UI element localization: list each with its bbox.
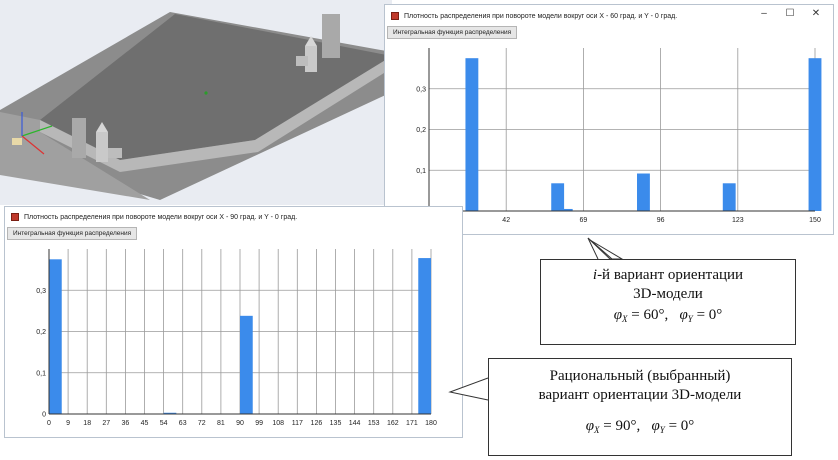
x-tick-label: 180 (425, 420, 437, 427)
tab-integral-distribution[interactable]: Интегральная функция распределения (7, 227, 138, 240)
phi-x-subscript: X (594, 425, 600, 435)
x-tick-label: 9 (66, 420, 70, 427)
x-tick-label: 69 (580, 217, 588, 224)
3d-model-viewport[interactable] (0, 0, 392, 205)
window-controls: – ☐ ✕ (751, 8, 829, 19)
bar (163, 412, 177, 414)
bar (722, 183, 736, 211)
x-tick-label: 36 (122, 420, 130, 427)
tab-integral-distribution[interactable]: Интегральная функция распределения (387, 26, 518, 39)
callout-rational-angles: φX = 90°, φY = 0° (489, 417, 791, 440)
x-tick-label: 18 (83, 420, 91, 427)
x-tick-label: 99 (255, 420, 263, 427)
bar (240, 315, 253, 414)
minimize-button[interactable]: – (761, 8, 767, 19)
bar (49, 259, 62, 414)
x-tick-label: 27 (102, 420, 110, 427)
phi-y-symbol: φ (651, 418, 660, 434)
app-icon (391, 12, 399, 20)
density-chart-bottom: 0 9 18 27 36 45 54 63 72 81 90 99 108 117 126 135 144 153… (36, 249, 437, 427)
distribution-window-bottom: Плотность распределения при повороте мод… (4, 206, 463, 438)
y-tick-label: 0,1 (416, 168, 426, 175)
window-title: Плотность распределения при повороте мод… (404, 12, 678, 20)
callout-i-index: i (592, 267, 598, 283)
axis-gizmo-box (12, 138, 22, 145)
y-tick-label: 0,2 (36, 329, 46, 336)
phi-x-value: = 90°, (603, 418, 641, 434)
phi-y-subscript: Y (687, 314, 693, 324)
callout-rational-line2: вариант ориентации 3D-модели (538, 387, 742, 403)
x-tick-label: 108 (272, 420, 284, 427)
app-icon (11, 213, 19, 221)
axis-y-line (21, 125, 53, 137)
x-tick-label: 81 (217, 420, 225, 427)
phi-x-symbol: φ (585, 418, 595, 434)
x-tick-label: 96 (657, 217, 665, 224)
callout-i-angles: φX = 60°, φY = 0° (541, 306, 795, 329)
left-post-shape (96, 132, 108, 162)
phi-x-subscript: X (622, 314, 628, 324)
origin-marker-icon (204, 91, 208, 95)
bar (465, 58, 479, 211)
callout-i-box: i-й вариант ориентации 3D-модели φX = 60… (540, 259, 796, 345)
callout-i-line2: 3D-модели (633, 286, 703, 302)
left-foot-shape (108, 148, 122, 158)
bar (559, 208, 573, 211)
callout-rational-line1: Рациональный (выбранный) (549, 368, 731, 384)
y-tick-label: 0 (42, 412, 46, 419)
callout-i-line1: i-й вариант ориентации (541, 266, 795, 285)
callout-rational-box: Рациональный (выбранный) вариант ориента… (488, 358, 792, 456)
left-post-tip-shape (96, 122, 108, 132)
x-tick-label: 42 (502, 217, 510, 224)
y-tick-label: 0,3 (416, 86, 426, 93)
x-tick-label: 126 (311, 420, 323, 427)
x-tick-label: 72 (198, 420, 206, 427)
distribution-window-top: Плотность распределения при повороте мод… (384, 4, 834, 235)
density-chart-top: 1542699612315000,10,20,3 (416, 48, 822, 224)
x-tick-label: 153 (368, 420, 380, 427)
bar (637, 173, 650, 211)
x-tick-label: 162 (387, 420, 399, 427)
bar (418, 258, 431, 414)
phi-y-subscript: Y (659, 425, 665, 435)
y-tick-label: 0,2 (416, 127, 426, 134)
window-title: Плотность распределения при повороте мод… (24, 213, 298, 221)
window-title-bar: Плотность распределения при повороте мод… (5, 207, 462, 227)
maximize-button[interactable]: ☐ (785, 8, 795, 19)
callout-i-text: -й вариант ориентации (597, 267, 744, 283)
x-tick-label: 117 (292, 420, 303, 427)
axis-x-line (21, 135, 45, 155)
3d-model-drawing (0, 12, 392, 200)
left-mount-shape (72, 118, 86, 158)
bar (551, 183, 565, 211)
x-tick-label: 0 (47, 420, 51, 427)
right-mount-shape (322, 14, 340, 58)
y-tick-label: 0,1 (36, 370, 46, 377)
right-post-tip-shape (305, 36, 317, 46)
phi-y-value: = 0° (696, 307, 723, 323)
phi-y-value: = 0° (668, 418, 695, 434)
x-tick-label: 144 (349, 420, 361, 427)
phi-x-value: = 60°, (631, 307, 669, 323)
window-title-bar: Плотность распределения при повороте мод… (385, 5, 833, 27)
x-tick-label: 135 (330, 420, 342, 427)
bar (808, 58, 822, 211)
x-tick-label: 63 (179, 420, 187, 427)
close-button[interactable]: ✕ (811, 8, 821, 19)
x-tick-label: 45 (141, 420, 149, 427)
plate-floor-shape (40, 14, 392, 160)
phi-y-symbol: φ (679, 307, 688, 323)
right-foot-shape (296, 56, 308, 66)
x-tick-label: 123 (732, 217, 744, 224)
x-tick-label: 150 (809, 217, 821, 224)
x-tick-label: 171 (406, 420, 418, 427)
y-tick-label: 0,3 (36, 288, 46, 295)
x-tick-label: 54 (160, 420, 168, 427)
x-tick-label: 90 (236, 420, 244, 427)
plate-rim-shape (40, 56, 392, 172)
phi-x-symbol: φ (613, 307, 623, 323)
